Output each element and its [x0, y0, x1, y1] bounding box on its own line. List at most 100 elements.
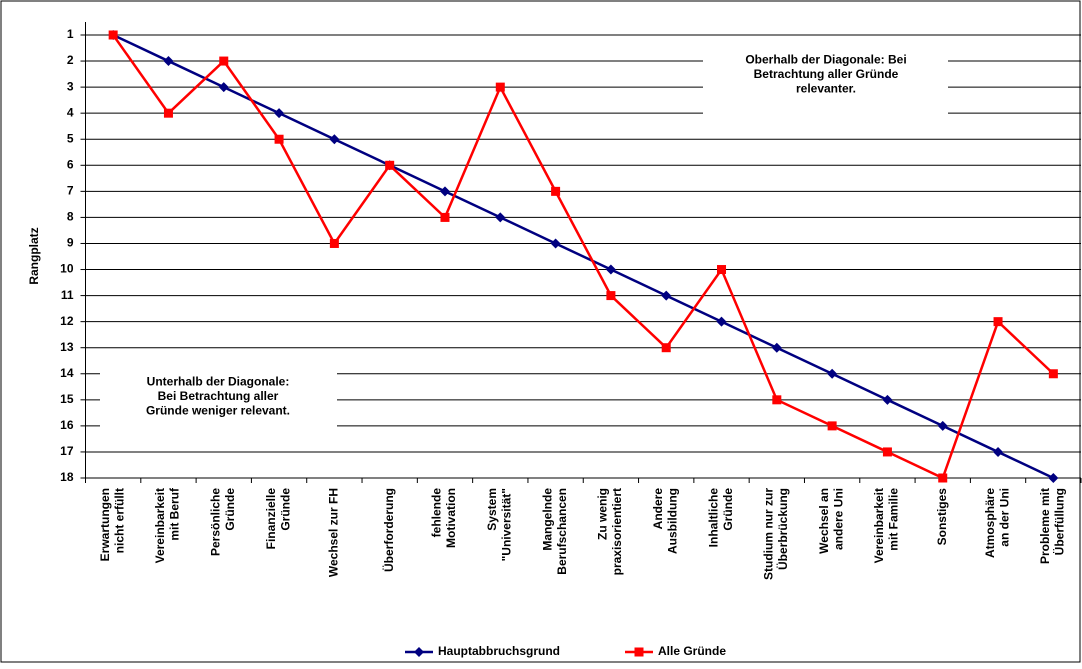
x-tick-label: fehlendeMotivation — [430, 488, 459, 548]
data-point — [661, 290, 672, 301]
y-tick-label: 2 — [67, 53, 74, 67]
x-tick-label-group: Sonstiges — [935, 488, 949, 546]
series-line — [112, 34, 1055, 480]
data-point — [439, 186, 450, 197]
y-tick-label: 11 — [61, 288, 74, 302]
x-tick-label: Erwartungennicht erfüllt — [98, 488, 127, 561]
x-tick-label-group: Wechsel zur FH — [327, 488, 341, 577]
data-point — [218, 82, 229, 93]
data-point — [938, 473, 948, 483]
data-point — [329, 134, 340, 145]
data-point — [495, 82, 505, 92]
data-point — [274, 108, 285, 119]
y-tick-label: 10 — [60, 262, 74, 276]
x-tick-label: FinanzielleGründe — [264, 488, 293, 550]
x-tick-label: Zu wenigpraxisorientiert — [596, 488, 625, 575]
data-point — [219, 56, 229, 66]
x-tick-label-group: Zu wenigpraxisorientiert — [596, 488, 625, 575]
x-tick-label: Vereinbarkeitmit Beruf — [153, 487, 182, 563]
data-point — [716, 316, 727, 327]
series-line — [112, 33, 1054, 480]
data-point — [606, 291, 616, 301]
x-tick-label-group: Vereinbarkeitmit Beruf — [153, 487, 182, 563]
data-point — [827, 421, 837, 431]
data-point — [661, 343, 671, 353]
y-tick-label: 13 — [60, 340, 74, 354]
x-tick-label: InhaltlicheGründe — [706, 488, 735, 548]
y-tick-label: 1 — [67, 27, 74, 41]
data-point — [551, 186, 561, 196]
y-axis-title: Rangplatz — [27, 227, 41, 284]
data-point — [385, 160, 395, 170]
data-point — [163, 56, 174, 67]
x-tick-label: PersönlicheGründe — [209, 488, 238, 556]
annotation: Unterhalb der Diagonale: Bei Betrachtung … — [146, 375, 290, 418]
y-tick-label: 16 — [60, 418, 74, 432]
x-tick-label-group: MangelndeBerufschancen — [541, 488, 570, 575]
data-point — [550, 238, 561, 249]
x-tick-label-group: InhaltlicheGründe — [706, 488, 735, 548]
x-tick-label-group: System"Universität" — [485, 488, 513, 561]
data-point — [993, 317, 1003, 327]
x-tick-label: System"Universität" — [485, 488, 513, 561]
annotation-box — [703, 38, 948, 116]
x-tick-label: Überforderung — [381, 488, 396, 572]
x-tick-label-group: Studium nur zurÜberbrückung — [762, 488, 791, 580]
y-tick-label: 5 — [67, 131, 74, 145]
x-tick-label-group: Vereinbarkeitmit Familie — [872, 488, 901, 564]
data-point — [937, 420, 948, 431]
x-tick-label: Wechsel zur FH — [327, 488, 341, 577]
x-tick-label-group: fehlendeMotivation — [430, 488, 459, 548]
legend-label: Hauptabbruchsgrund — [438, 644, 560, 658]
data-point — [1048, 473, 1059, 483]
data-point — [440, 212, 450, 222]
legend-marker — [414, 647, 424, 657]
y-tick-label: 14 — [60, 366, 74, 380]
legend-marker — [634, 647, 644, 657]
data-point — [771, 342, 782, 353]
x-tick-label-group: PersönlicheGründe — [209, 488, 238, 556]
data-point — [495, 212, 506, 223]
data-point — [772, 395, 782, 405]
y-tick-label: 7 — [67, 184, 74, 198]
x-tick-label: Studium nur zurÜberbrückung — [762, 488, 791, 580]
data-point — [108, 30, 118, 40]
x-tick-label-group: Probleme mitÜberfüllung — [1038, 488, 1067, 564]
x-tick-label-group: FinanzielleGründe — [264, 488, 293, 550]
data-point — [993, 446, 1004, 457]
y-tick-label: 18 — [60, 470, 74, 484]
y-tick-label: 12 — [60, 314, 74, 328]
y-tick-label: 8 — [67, 210, 74, 224]
y-tick-label: 17 — [60, 444, 74, 458]
x-tick-label: Sonstiges — [935, 488, 949, 546]
data-point — [717, 265, 727, 275]
data-point — [274, 134, 284, 144]
legend-label: Alle Gründe — [658, 644, 726, 658]
data-point — [329, 238, 339, 248]
x-tick-label-group: Erwartungennicht erfüllt — [98, 488, 127, 561]
data-point — [882, 394, 893, 405]
x-tick-label: Wechsel anandere Uni — [817, 488, 846, 554]
x-tick-label-group: Wechsel anandere Uni — [817, 488, 846, 554]
annotation: Oberhalb der Diagonale: Bei Betrachtung a… — [745, 53, 906, 96]
y-tick-label: 6 — [67, 157, 74, 171]
x-tick-label: Vereinbarkeitmit Familie — [872, 488, 901, 564]
y-tick-label: 9 — [67, 236, 74, 250]
data-point — [882, 447, 892, 457]
x-tick-label: Atmosphärean der Uni — [983, 488, 1012, 558]
y-tick-label: 4 — [67, 105, 74, 119]
x-tick-label: Probleme mitÜberfüllung — [1038, 488, 1067, 564]
x-tick-label: AndereAusbildung — [651, 488, 680, 554]
data-point — [163, 108, 173, 118]
data-point — [605, 264, 616, 275]
x-tick-label-group: AndereAusbildung — [651, 488, 680, 554]
y-tick-label: 15 — [60, 392, 74, 406]
annotation-box — [100, 361, 337, 433]
x-tick-label-group: Überforderung — [381, 488, 396, 572]
data-point — [827, 368, 838, 379]
x-tick-label: MangelndeBerufschancen — [541, 488, 570, 575]
y-tick-label: 3 — [67, 79, 74, 93]
x-tick-label-group: Atmosphärean der Uni — [983, 488, 1012, 558]
data-point — [1048, 369, 1058, 379]
